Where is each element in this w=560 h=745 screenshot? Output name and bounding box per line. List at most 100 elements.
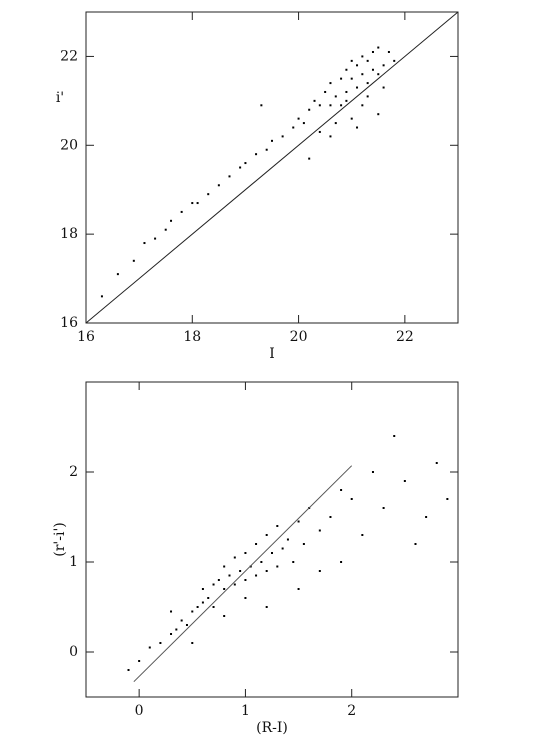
y-tick-label: 18 (60, 226, 78, 242)
point (297, 520, 300, 523)
point (377, 73, 380, 76)
point (361, 73, 364, 76)
point (271, 139, 273, 142)
point (180, 619, 183, 622)
point (159, 642, 162, 644)
point (425, 516, 428, 518)
plot-frame (85, 11, 459, 324)
point (340, 489, 343, 491)
point (185, 624, 188, 626)
point (334, 95, 337, 98)
point (244, 579, 247, 581)
point (356, 126, 359, 129)
point (366, 82, 369, 85)
point (217, 184, 220, 187)
point (201, 588, 204, 590)
point (340, 561, 343, 563)
point (265, 148, 268, 151)
point (382, 64, 385, 67)
point (329, 516, 332, 518)
point (212, 606, 215, 608)
point (350, 498, 353, 500)
y-tick-label: 16 (60, 315, 78, 331)
point (138, 660, 141, 662)
y-axis-label: (r'-i') (52, 522, 68, 557)
point (302, 122, 305, 125)
point (143, 242, 146, 245)
x-tick-label: 20 (290, 329, 308, 345)
y-axis-label: i' (56, 90, 64, 106)
y-tick-label: 20 (60, 137, 78, 153)
point (255, 153, 258, 156)
point (265, 606, 268, 608)
point (116, 273, 119, 276)
y-tick-label: 0 (69, 644, 78, 660)
point (207, 597, 210, 599)
point (265, 534, 268, 536)
point (371, 471, 374, 473)
point (387, 50, 390, 53)
point (175, 628, 178, 631)
point (318, 570, 321, 572)
point (393, 59, 396, 62)
point (345, 68, 348, 71)
point (297, 117, 300, 120)
point (340, 104, 343, 107)
point (170, 610, 173, 613)
point (340, 77, 343, 80)
x-tick-label: 22 (396, 329, 414, 345)
point (329, 82, 332, 85)
point (382, 86, 385, 89)
point (356, 86, 359, 89)
point (313, 99, 316, 102)
point (239, 570, 242, 572)
point (292, 126, 295, 129)
point (350, 59, 353, 62)
point (201, 601, 204, 604)
x-tick-label: 2 (347, 703, 356, 719)
point (334, 122, 337, 125)
point (239, 166, 242, 169)
y-tick-label: 1 (69, 554, 78, 570)
point (403, 480, 406, 482)
x-tick-label: 16 (77, 329, 95, 345)
x-tick-label: 0 (135, 703, 144, 719)
y-tick-label: 2 (69, 464, 78, 480)
point (223, 588, 226, 590)
point (207, 193, 210, 196)
point (148, 646, 151, 649)
point (244, 162, 247, 165)
point (318, 529, 321, 532)
point (345, 99, 348, 102)
point (191, 202, 194, 205)
point (308, 157, 311, 160)
point (308, 108, 311, 111)
point (191, 610, 194, 613)
point (414, 543, 417, 545)
point (318, 130, 321, 133)
point (212, 583, 215, 586)
point (377, 46, 380, 49)
point (127, 669, 130, 671)
point (164, 228, 167, 231)
point (329, 104, 332, 107)
point (100, 295, 103, 298)
point (196, 606, 199, 608)
point (302, 543, 305, 545)
point (228, 574, 231, 577)
point (345, 90, 348, 93)
point (191, 642, 194, 644)
point (393, 435, 396, 437)
point (350, 117, 353, 120)
point (244, 552, 247, 554)
y-tick-label: 22 (60, 48, 78, 64)
point (435, 462, 438, 464)
point (233, 583, 236, 586)
point (276, 565, 279, 568)
point (324, 90, 327, 93)
point (292, 561, 295, 563)
point (180, 210, 183, 213)
point (244, 597, 247, 599)
